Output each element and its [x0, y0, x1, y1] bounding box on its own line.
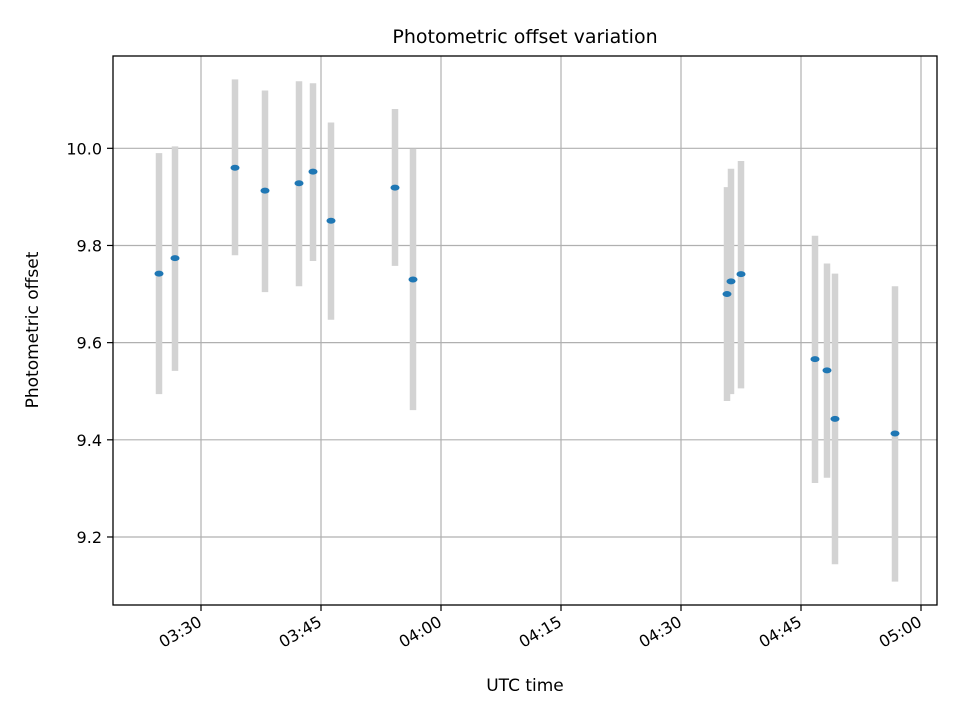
data-point [326, 217, 336, 224]
y-tick-label: 9.6 [77, 334, 102, 353]
chart-title: Photometric offset variation [392, 26, 657, 48]
data-point [154, 270, 164, 277]
data-point [390, 184, 400, 191]
data-point [722, 291, 732, 298]
y-axis-title: Photometric offset [23, 251, 43, 408]
data-point [294, 180, 304, 187]
data-point [726, 278, 736, 285]
data-points [154, 164, 900, 437]
data-point [230, 164, 240, 171]
data-point [830, 415, 840, 422]
x-axis-title: UTC time [486, 676, 564, 696]
y-tick-label: 9.8 [77, 236, 102, 255]
data-point [736, 271, 746, 278]
y-tick-label: 10.0 [66, 139, 102, 158]
data-point [822, 367, 832, 374]
grid [113, 56, 937, 605]
data-point [170, 255, 180, 262]
data-point [890, 430, 900, 437]
data-point [308, 168, 318, 175]
plot-frame [112, 55, 938, 606]
y-tick-label: 9.2 [77, 528, 102, 547]
y-tick-label: 9.4 [77, 431, 102, 450]
data-point [810, 356, 820, 363]
data-point [408, 276, 418, 283]
data-point [260, 187, 270, 194]
